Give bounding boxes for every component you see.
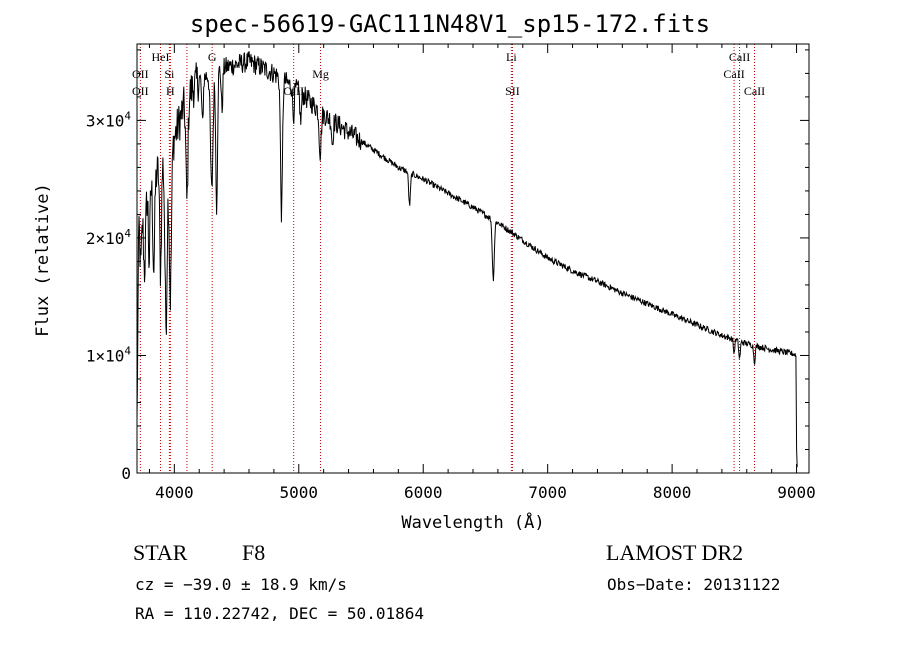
spectrum-line xyxy=(136,51,798,468)
chart-title: spec-56619-GAC111N48V1_sp15-172.fits xyxy=(189,10,711,38)
line-marker-label: G xyxy=(208,50,217,64)
line-marker-label: OIII xyxy=(283,84,304,98)
line-marker-label: CaII xyxy=(729,50,750,64)
redshift-info: cz = −39.0 ± 18.9 km/s xyxy=(135,575,347,594)
line-marker-label: CaII xyxy=(744,84,765,98)
subclass: F8 xyxy=(242,540,266,565)
line-marker-label: Si xyxy=(164,67,175,81)
spectrum-series xyxy=(136,51,798,468)
x-tick-label: 7000 xyxy=(528,483,567,502)
x-tick-label: 9000 xyxy=(777,483,816,502)
x-tick-label: 5000 xyxy=(280,483,319,502)
x-axis-label: Wavelength (Å) xyxy=(401,511,544,533)
y-tick-label: 2×104 xyxy=(86,227,132,248)
line-marker-label: OII xyxy=(132,67,149,81)
survey-name: LAMOST DR2 xyxy=(606,540,744,565)
y-tick-label: 1×104 xyxy=(86,344,132,365)
x-tick-label: 4000 xyxy=(155,483,194,502)
line-marker-label: Mg xyxy=(312,67,329,81)
line-marker-label: SII xyxy=(505,84,520,98)
y-tick-label: 0 xyxy=(121,464,131,483)
line-markers xyxy=(139,44,755,473)
x-tick-label: 8000 xyxy=(653,483,692,502)
object-class: STAR xyxy=(133,540,188,565)
axis-tick-labels: 4000 5000 6000 7000 8000 9000 0 1×104 2×104 3×104 xyxy=(86,109,816,502)
x-tick-label: 6000 xyxy=(404,483,443,502)
line-marker-label: OII xyxy=(132,84,149,98)
axis-ticks xyxy=(137,44,809,474)
line-marker-label: CaII xyxy=(723,67,744,81)
coordinates: RA = 110.22742, DEC = 50.01864 xyxy=(135,604,424,623)
line-marker-label: H xyxy=(166,84,175,98)
line-marker-label: Li xyxy=(506,50,517,64)
line-marker-label: HeI xyxy=(152,50,170,64)
y-axis-label: Flux (relative) xyxy=(33,183,53,337)
plot-frame xyxy=(136,43,810,474)
y-tick-label: 3×104 xyxy=(86,109,132,130)
obs-date: Obs−Date: 20131122 xyxy=(607,575,781,594)
